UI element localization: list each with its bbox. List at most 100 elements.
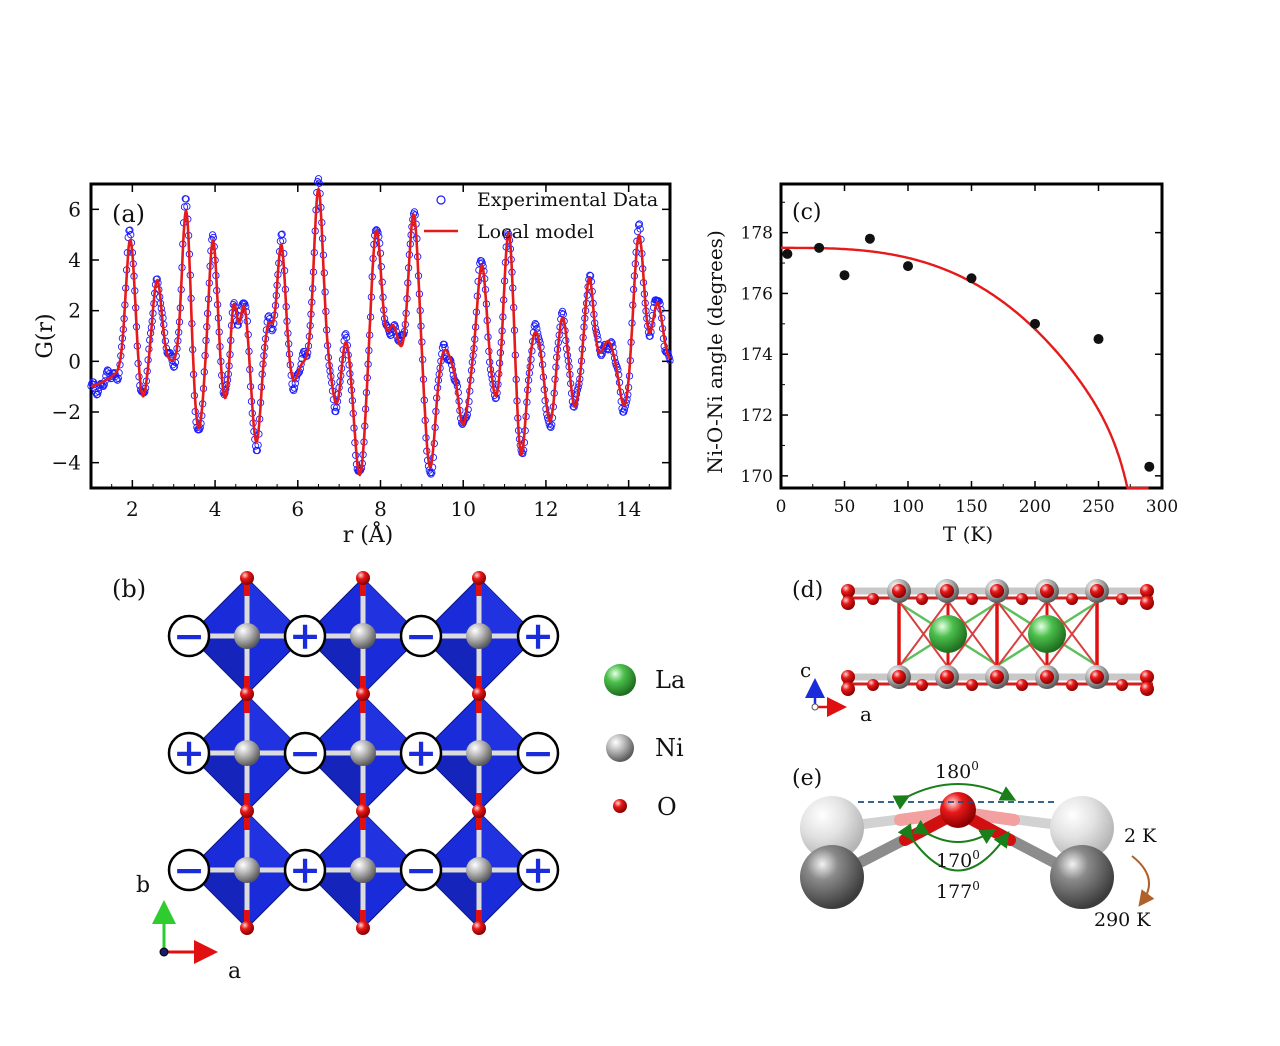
y-tick-label: 178 [741, 224, 773, 244]
side-view-structure [841, 579, 1154, 696]
exp-point [94, 387, 103, 395]
o-atom-d [892, 670, 906, 684]
panel-a-pdf-chart: 2 4 6 8 10 12 14 −4 −2 0 2 4 6 (a) Experimental Data… [33, 175, 674, 548]
exp-point [314, 175, 323, 183]
exp-point [114, 374, 122, 382]
x-tick-label: 2 [126, 497, 139, 521]
exp-point [288, 380, 296, 388]
panel-b-tag: (b) [112, 575, 146, 603]
sign-value: + [405, 730, 437, 775]
panel-d-side-view: (d) c a [792, 578, 1154, 726]
y-tick-label: 176 [741, 284, 773, 304]
x-tick-label: 200 [1019, 497, 1051, 517]
ni-atom [466, 857, 492, 883]
y-tick-label: 0 [68, 349, 81, 373]
y-tick-label: 174 [741, 345, 773, 365]
sign-value: − [522, 730, 554, 775]
exp-point [342, 330, 350, 338]
ni-atom [350, 857, 376, 883]
temp-high-label: 290 K [1094, 909, 1151, 931]
exp-point [235, 317, 243, 326]
y-tick-label: 6 [68, 197, 81, 221]
o-atom [356, 804, 370, 818]
sign-circle [283, 848, 327, 892]
o-legend-sphere [613, 799, 627, 813]
panel-b-structure: (b) − + − + + − + − − + − + La Ni O b a [112, 571, 685, 984]
x-tick-label: 300 [1146, 497, 1178, 517]
temperature-arrow [1131, 855, 1155, 907]
exp-point [264, 313, 272, 321]
o-atom-mid [916, 593, 928, 605]
exp-point [427, 470, 435, 478]
la-legend-sphere [604, 664, 636, 696]
panel-a-ticks: 2 4 6 8 10 12 14 −4 −2 0 2 4 6 [52, 184, 670, 521]
o-atom [240, 571, 254, 585]
o-atom [240, 687, 254, 701]
arc-170 [912, 819, 997, 845]
angle-data-points [782, 233, 1155, 472]
o-atom-mid [916, 679, 928, 691]
ni-atom [234, 857, 260, 883]
sign-value: − [173, 613, 205, 658]
angle-point [1093, 334, 1104, 345]
ni-light-left [800, 796, 864, 860]
sign-value: + [289, 613, 321, 658]
diag-bond [996, 600, 1048, 668]
panel-c-frame [779, 182, 1164, 490]
angle-point [814, 242, 825, 253]
ni-atom [350, 623, 376, 649]
o-atom-edge [841, 584, 855, 598]
arc-177 [897, 823, 1010, 872]
sign-value: + [522, 847, 554, 892]
axis-c-label: c [800, 658, 811, 682]
o-atom-d [990, 670, 1004, 684]
la-legend-label: La [655, 666, 685, 694]
diag-bond [1046, 600, 1098, 668]
exp-point [279, 236, 287, 245]
axis-a-label-d: a [860, 702, 872, 726]
o-atom [356, 687, 370, 701]
diag-bond [898, 600, 949, 668]
ni-atom [234, 740, 260, 766]
sign-circle [167, 848, 211, 892]
o-atom-edge [1140, 682, 1154, 696]
exp-point [254, 441, 262, 449]
o-atom-edge [841, 670, 855, 684]
exp-point [636, 225, 644, 233]
angle-point [903, 261, 913, 272]
sign-circle [516, 731, 560, 775]
panel-c-angle-chart: 0 50 100 150 200 250 300 170 172 174 176 178 (c) T … [703, 182, 1178, 546]
angle-170-label: 1700 [936, 848, 980, 872]
panel-b-axes: b a [136, 873, 241, 984]
angle-point [1030, 318, 1040, 329]
o-atom [356, 921, 370, 935]
o-atom-mid [867, 679, 879, 691]
panel-c-xlabel: T (K) [943, 522, 993, 546]
exp-point [126, 226, 134, 234]
y-tick-label: −4 [52, 451, 81, 475]
sign-value: − [173, 847, 205, 892]
exp-point [170, 362, 179, 371]
ni-atom [466, 740, 492, 766]
exp-point [635, 220, 644, 228]
sign-value: − [289, 730, 321, 775]
exp-point [665, 353, 673, 362]
o-atom-mid [1116, 679, 1128, 691]
x-tick-label: 12 [533, 497, 558, 521]
panel-d-tag: (d) [792, 578, 823, 603]
axis-b-label: b [136, 873, 150, 898]
exp-point [440, 340, 448, 349]
exp-point [99, 382, 108, 390]
lattice-atoms [234, 571, 492, 935]
o-atom [472, 921, 486, 935]
y-tick-label: 170 [741, 467, 773, 487]
arc-180 [892, 783, 1017, 810]
sign-circle [516, 848, 560, 892]
o-atom [472, 804, 486, 818]
x-tick-label: 10 [450, 497, 475, 521]
o-atom-d [940, 670, 954, 684]
o-atom [356, 571, 370, 585]
sign-circle [399, 731, 443, 775]
ni-legend-sphere [606, 734, 634, 762]
exp-point [268, 327, 276, 335]
